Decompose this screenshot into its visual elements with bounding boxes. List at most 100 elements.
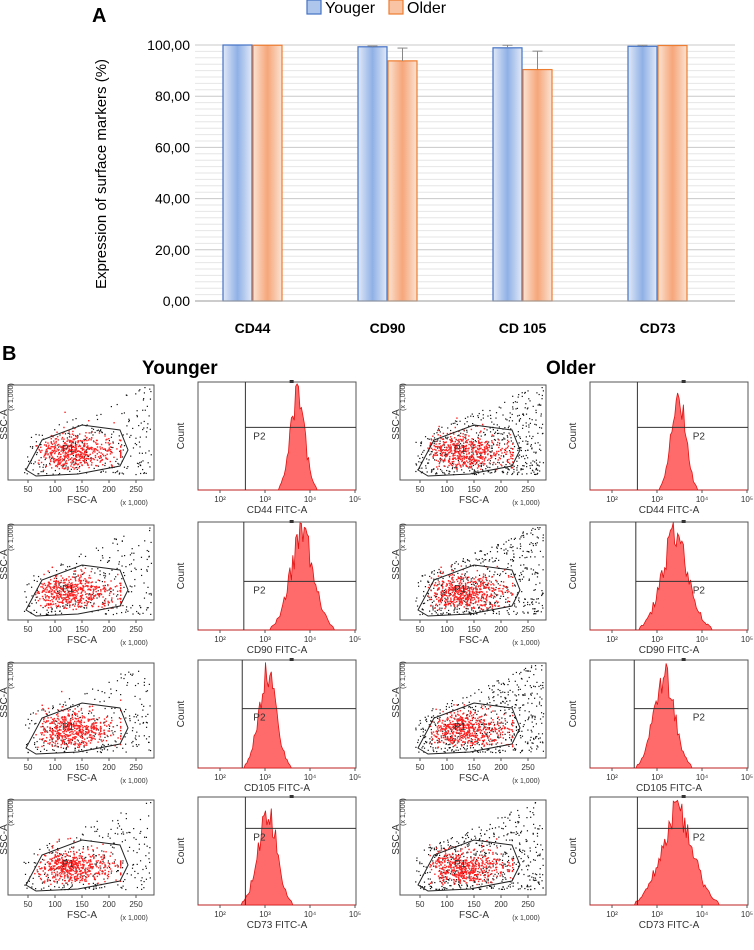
- gated-event-dot: [460, 565, 463, 567]
- event-dot: [420, 453, 423, 455]
- gated-event-dot: [65, 596, 68, 599]
- gated-event-dot: [475, 576, 477, 578]
- event-dot: [129, 585, 131, 587]
- gated-event-dot: [50, 738, 53, 740]
- gated-event-dot: [86, 454, 89, 456]
- gated-event-dot: [76, 594, 78, 596]
- gated-event-dot: [478, 445, 481, 447]
- gated-event-dot: [471, 447, 473, 450]
- gated-event-dot: [64, 447, 66, 449]
- gated-event-dot: [51, 456, 54, 458]
- gated-event-dot: [69, 734, 72, 736]
- event-dot: [499, 574, 501, 577]
- event-dot: [139, 472, 142, 475]
- event-dot: [103, 748, 105, 750]
- event-dot: [136, 610, 138, 613]
- gated-event-dot: [471, 580, 473, 583]
- event-dot: [498, 559, 500, 561]
- event-dot: [466, 431, 468, 433]
- event-dot: [59, 610, 61, 612]
- gated-event-dot: [48, 604, 50, 606]
- gated-event-dot: [54, 446, 57, 449]
- event-dot: [101, 431, 103, 433]
- gated-event-dot: [59, 732, 61, 735]
- gated-event-dot: [99, 446, 101, 448]
- event-dot: [46, 609, 48, 611]
- scatter-y-multiplier: (x 1,000): [400, 383, 407, 411]
- event-dot: [439, 452, 441, 455]
- event-dot: [534, 686, 536, 688]
- gated-event-dot: [50, 441, 52, 443]
- gated-event-dot: [83, 457, 85, 459]
- gated-event-dot: [64, 735, 67, 738]
- gated-event-dot: [57, 712, 59, 715]
- gated-event-dot: [68, 742, 70, 744]
- gated-event-dot: [487, 587, 490, 589]
- event-dot: [523, 465, 525, 467]
- event-dot: [99, 751, 102, 753]
- event-dot: [140, 556, 143, 558]
- gated-event-dot: [40, 446, 42, 448]
- event-dot: [35, 441, 38, 443]
- gated-event-dot: [463, 429, 465, 431]
- gated-event-dot: [68, 449, 71, 451]
- gated-event-dot: [47, 717, 49, 719]
- event-dot: [517, 434, 519, 436]
- event-dot: [474, 610, 477, 612]
- event-dot: [498, 426, 500, 428]
- event-dot: [476, 583, 479, 585]
- gated-event-dot: [81, 728, 84, 731]
- gated-event-dot: [81, 452, 83, 454]
- gated-event-dot: [62, 587, 64, 590]
- gated-event-dot: [486, 446, 488, 448]
- gated-event-dot: [78, 467, 80, 469]
- gated-event-dot: [500, 590, 502, 592]
- gated-event-dot: [112, 734, 115, 736]
- event-dot: [66, 604, 68, 606]
- histogram-x-tick-label: 10⁴: [696, 495, 709, 504]
- gated-event-dot: [68, 722, 71, 725]
- gated-event-dot: [448, 595, 450, 597]
- histogram-y-label: Count: [568, 422, 579, 449]
- event-dot: [92, 428, 95, 430]
- gated-event-dot: [101, 447, 103, 449]
- gated-event-dot: [456, 600, 458, 603]
- gated-event-dot: [493, 584, 495, 586]
- gated-event-dot: [52, 593, 54, 595]
- gated-event-dot: [483, 581, 486, 584]
- gated-event-dot: [109, 448, 112, 451]
- event-dot: [46, 451, 48, 453]
- gated-event-dot: [64, 584, 67, 586]
- event-dot: [464, 573, 466, 575]
- gated-event-dot: [67, 583, 69, 585]
- event-dot: [131, 604, 134, 607]
- gated-event-dot: [97, 593, 100, 595]
- event-dot: [422, 575, 424, 577]
- event-dot: [506, 435, 508, 437]
- event-dot: [505, 541, 507, 543]
- gated-event-dot: [36, 596, 39, 598]
- gated-event-dot: [448, 589, 451, 592]
- gated-event-dot: [436, 468, 439, 470]
- gated-event-dot: [508, 590, 510, 593]
- gated-event-dot: [74, 427, 76, 430]
- gated-event-dot: [439, 570, 442, 573]
- event-dot: [472, 602, 474, 605]
- event-dot: [146, 431, 148, 433]
- gated-event-dot: [82, 448, 84, 451]
- event-dot: [112, 542, 114, 544]
- gated-event-dot: [455, 585, 457, 587]
- gated-event-dot: [80, 599, 82, 602]
- gated-event-dot: [80, 592, 82, 594]
- event-dot: [128, 420, 130, 423]
- gated-event-dot: [459, 580, 462, 582]
- event-dot: [85, 438, 87, 441]
- event-dot: [466, 571, 468, 573]
- event-dot: [537, 472, 539, 474]
- gated-event-dot: [59, 601, 61, 603]
- gated-event-dot: [474, 460, 476, 462]
- event-dot: [479, 751, 481, 753]
- event-dot: [465, 610, 468, 612]
- gated-event-dot: [105, 720, 108, 722]
- gated-event-dot: [496, 594, 499, 596]
